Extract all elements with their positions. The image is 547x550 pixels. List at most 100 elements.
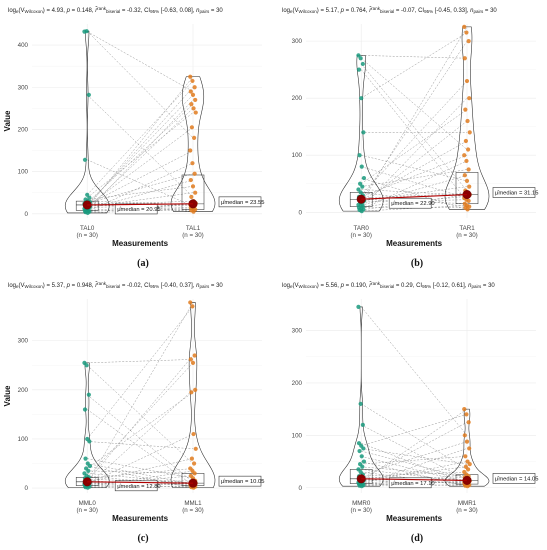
pair-line <box>87 355 194 482</box>
median-connector <box>87 203 194 206</box>
panel-c: loge(VWilcoxon) = 5.37, p = 0.948, r̂ran… <box>0 275 273 550</box>
data-point <box>189 194 194 200</box>
subtitle: loge(VWilcoxon) = 4.93, p = 0.148, r̂ran… <box>8 6 223 14</box>
data-point <box>359 209 364 214</box>
data-point <box>465 207 470 212</box>
data-point <box>356 67 362 72</box>
median-connector <box>361 478 468 481</box>
data-point <box>360 464 365 469</box>
data-point <box>464 439 470 444</box>
pair-line <box>361 120 468 206</box>
median-label: μ̂median = 12.80 <box>117 484 160 490</box>
data-point <box>85 485 90 490</box>
x-tick-n-label: (n = 30) <box>350 232 372 239</box>
data-point <box>85 210 90 216</box>
pair-line <box>361 169 468 187</box>
data-point <box>359 454 364 459</box>
data-point <box>191 106 196 111</box>
data-point <box>361 175 367 181</box>
data-point <box>356 304 361 309</box>
data-point <box>193 110 198 115</box>
data-point <box>188 89 193 94</box>
x-tick-label: TAR1 <box>459 225 475 232</box>
data-point <box>361 459 367 464</box>
x-tick-label: MML1 <box>184 500 202 507</box>
pair-line <box>87 465 194 488</box>
data-point <box>188 74 193 79</box>
panel-d: loge(VWilcoxon) = 5.56, p = 0.190, r̂ran… <box>274 275 547 550</box>
data-point <box>86 468 91 473</box>
median-label-box <box>218 475 262 487</box>
pair-line <box>87 112 194 198</box>
pair-line <box>361 166 468 199</box>
data-point <box>358 56 363 61</box>
pair-line <box>361 40 468 200</box>
y-tick-label: 0 <box>299 209 303 216</box>
data-point <box>189 125 194 130</box>
pair-line <box>361 109 468 184</box>
x-tick-label: TAL1 <box>186 225 201 232</box>
pair-line <box>87 458 194 479</box>
pair-line <box>87 458 194 483</box>
pair-line <box>361 80 468 196</box>
data-point <box>82 157 88 162</box>
panel-b: loge(VWilcoxon) = 5.17, p = 0.764, r̂ran… <box>274 0 547 275</box>
pair-line <box>361 461 468 487</box>
data-point <box>193 97 198 103</box>
data-point <box>193 387 198 392</box>
data-point <box>466 467 471 472</box>
data-point <box>361 130 366 135</box>
median-label-box <box>218 196 262 208</box>
data-point <box>359 96 364 101</box>
x-axis-title: Measurements <box>386 514 443 523</box>
pair-line <box>87 470 194 474</box>
data-point <box>83 456 88 461</box>
data-point <box>358 190 363 195</box>
pair-line <box>87 159 194 207</box>
pair-line <box>361 414 468 447</box>
x-tick-n-label: (n = 30) <box>76 232 98 239</box>
pair-line <box>87 359 194 364</box>
data-point <box>191 431 196 437</box>
median-label: μ̂median = 23.55 <box>221 200 264 206</box>
median-connector <box>361 193 468 200</box>
y-axis-title: Value <box>3 110 12 131</box>
data-point <box>86 92 91 97</box>
data-point <box>192 471 197 476</box>
data-point <box>188 148 193 153</box>
pair-line <box>87 31 194 92</box>
panel-label: (c) <box>137 533 148 544</box>
pair-line <box>361 422 468 480</box>
data-point <box>357 448 362 454</box>
y-tick-label: 300 <box>18 338 29 345</box>
data-point <box>464 178 470 184</box>
data-point <box>189 456 194 461</box>
pair-line <box>87 162 194 212</box>
pair-line <box>361 466 468 477</box>
data-point <box>188 177 193 183</box>
data-point <box>360 184 365 189</box>
pair-line <box>361 98 468 209</box>
data-point <box>191 209 196 214</box>
y-tick-label: 100 <box>292 152 303 159</box>
pair-line <box>361 32 468 99</box>
median-label-box <box>114 480 158 492</box>
pair-line <box>361 466 468 480</box>
data-point <box>467 184 472 189</box>
data-point <box>466 147 471 152</box>
y-tick-label: 100 <box>292 432 303 439</box>
data-point <box>360 422 365 427</box>
data-point <box>462 153 467 158</box>
panel-a: loge(VWilcoxon) = 4.93, p = 0.148, r̂ran… <box>0 0 273 275</box>
data-point <box>467 130 472 135</box>
x-tick-n-label: (n = 30) <box>182 507 204 514</box>
pair-line <box>361 63 468 191</box>
data-point <box>87 439 92 444</box>
x-tick-label: MML0 <box>79 500 97 507</box>
x-tick-label: MMR0 <box>352 500 371 507</box>
pair-line <box>361 306 468 436</box>
pair-line <box>361 456 468 465</box>
data-point <box>188 300 193 305</box>
pair-line <box>361 471 468 477</box>
y-tick-label: 300 <box>292 38 303 45</box>
